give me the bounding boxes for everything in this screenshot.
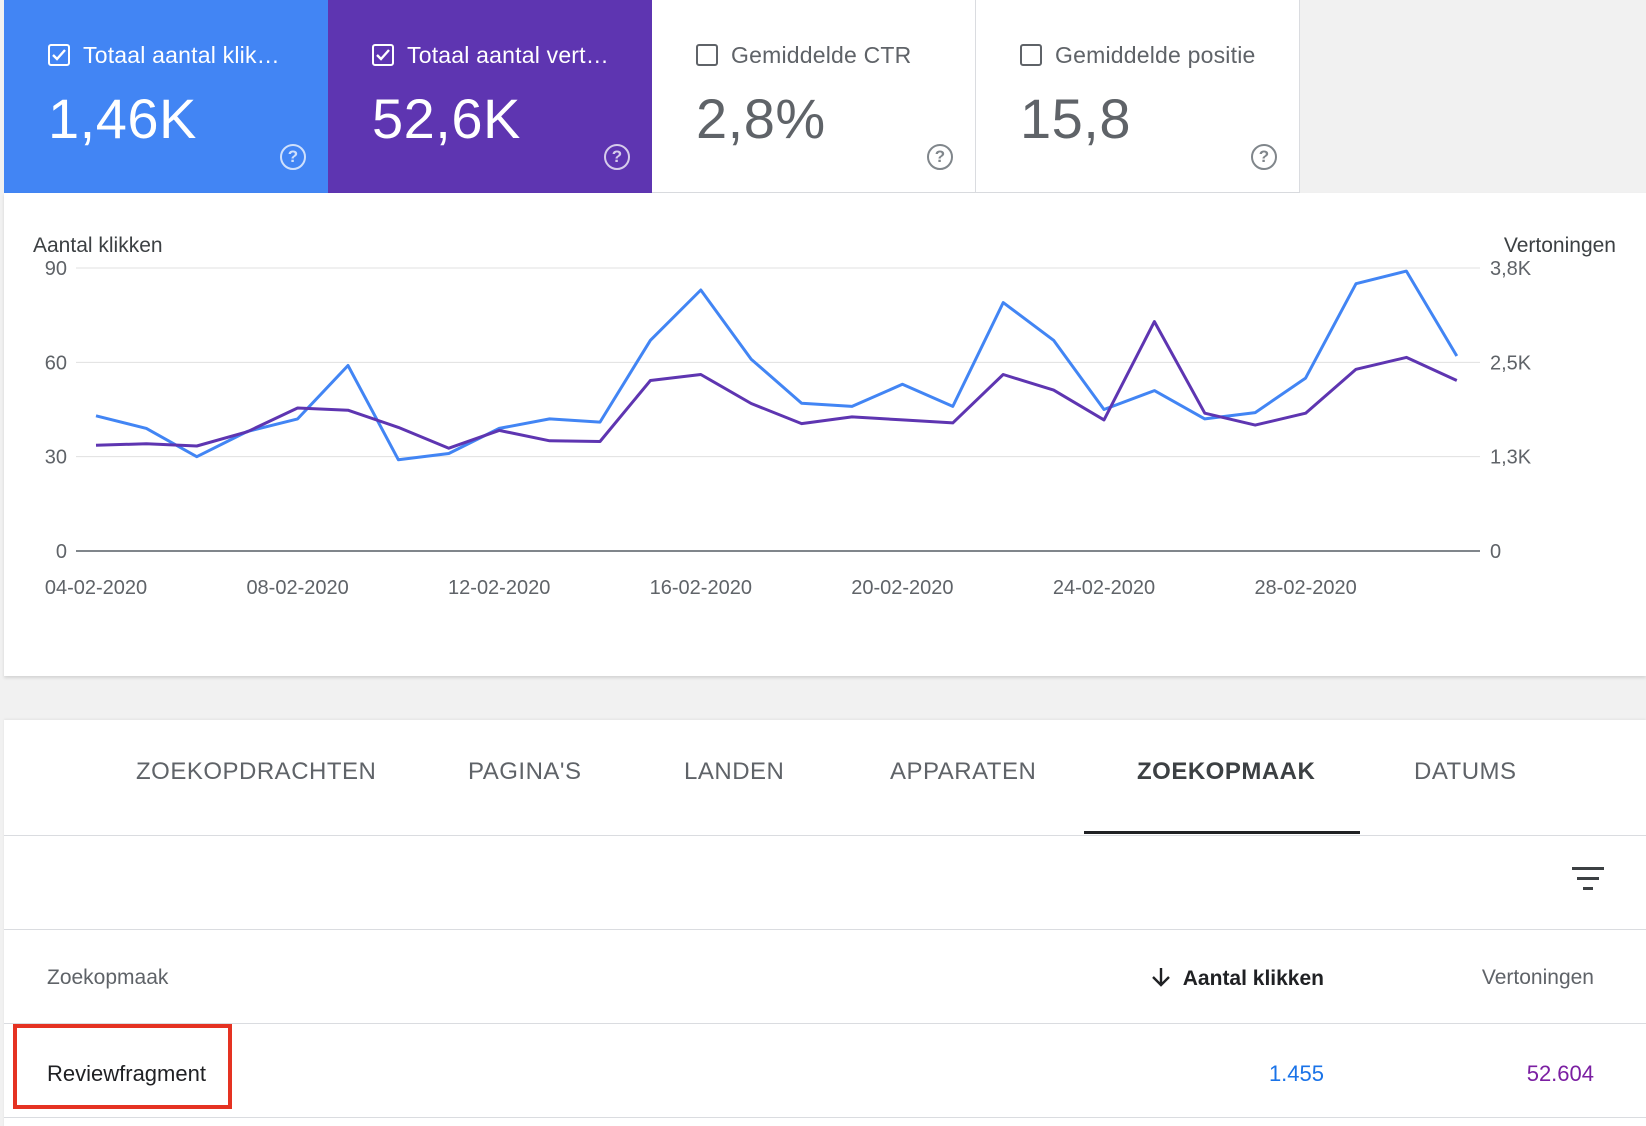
- left-y-tick-label: 30: [45, 447, 67, 469]
- metric-label: Totaal aantal klik…: [83, 42, 280, 68]
- row-clicks: 1.455: [1268, 1061, 1324, 1086]
- help-icon[interactable]: ?: [927, 144, 953, 170]
- metric-cards: Totaal aantal klik… 1,46K ? Totaal aanta…: [4, 0, 1300, 193]
- performance-chart: Aantal klikken Vertoningen 90 3,8K 60 2,5K 3…: [4, 193, 1646, 676]
- series-line-clicks: [95, 269, 1459, 462]
- checkbox-checked-icon[interactable]: [372, 44, 394, 66]
- metric-value: 2,8%: [696, 87, 826, 150]
- right-y-tick-label: 1,3K: [1490, 447, 1532, 469]
- metric-card-ctr[interactable]: Gemiddelde CTR 2,8% ?: [652, 0, 976, 193]
- tab-datums[interactable]: DATUMS: [1414, 758, 1517, 785]
- dimension-tabs: ZOEKOPDRACHTEN PAGINA'S LANDEN APPARATEN…: [4, 720, 1646, 836]
- x-tick-label: 28-02-2020: [1254, 577, 1356, 599]
- column-header-clicks[interactable]: Aantal klikken: [1151, 966, 1324, 991]
- help-icon[interactable]: ?: [280, 144, 306, 170]
- x-tick-label: 12-02-2020: [448, 577, 550, 599]
- chart-svg[interactable]: Aantal klikken Vertoningen 90 3,8K 60 2,5K 3…: [4, 193, 1646, 676]
- tab-landen[interactable]: LANDEN: [684, 758, 785, 785]
- table-row[interactable]: Reviewfragment 1.455 52.604: [4, 1025, 1646, 1118]
- left-y-tick-label: 90: [45, 258, 67, 280]
- metric-label: Gemiddelde CTR: [731, 42, 912, 68]
- table-toolbar: [4, 837, 1646, 930]
- metric-card-clicks[interactable]: Totaal aantal klik… 1,46K ?: [4, 0, 328, 193]
- left-axis-title: Aantal klikken: [33, 234, 163, 257]
- highlight-annotation-box: [13, 1024, 232, 1109]
- active-tab-indicator: [1084, 831, 1360, 834]
- x-tick-label: 24-02-2020: [1053, 577, 1155, 599]
- help-icon[interactable]: ?: [604, 144, 630, 170]
- row-impressions: 52.604: [1526, 1061, 1594, 1086]
- checkbox-unchecked-icon[interactable]: [1020, 44, 1042, 66]
- metric-card-impressions[interactable]: Totaal aantal vert… 52,6K ?: [328, 0, 652, 193]
- arrow-down-icon: [1151, 968, 1170, 987]
- help-icon[interactable]: ?: [1251, 144, 1277, 170]
- tab-zoekopmaak[interactable]: ZOEKOPMAAK: [1137, 758, 1316, 785]
- checkbox-checked-icon[interactable]: [48, 44, 70, 66]
- right-y-tick-label: 0: [1490, 541, 1501, 563]
- x-tick-label: 04-02-2020: [45, 577, 147, 599]
- tab-apparaten[interactable]: APPARATEN: [890, 758, 1037, 785]
- right-y-tick-label: 2,5K: [1490, 352, 1532, 374]
- report-table-panel: ZOEKOPDRACHTEN PAGINA'S LANDEN APPARATEN…: [4, 720, 1646, 1126]
- x-tick-label: 20-02-2020: [851, 577, 953, 599]
- x-tick-label: 08-02-2020: [246, 577, 348, 599]
- x-tick-label: 16-02-2020: [650, 577, 752, 599]
- right-axis-title: Vertoningen: [1504, 234, 1616, 257]
- column-header-zoekopmaak: Zoekopmaak: [47, 966, 169, 989]
- column-header-clicks-label: Aantal klikken: [1182, 967, 1324, 990]
- metric-label: Totaal aantal vert…: [407, 42, 609, 68]
- metric-value: 1,46K: [48, 87, 197, 150]
- checkbox-unchecked-icon[interactable]: [696, 44, 718, 66]
- tab-paginas[interactable]: PAGINA'S: [468, 758, 582, 785]
- metric-value: 52,6K: [372, 87, 521, 150]
- series-line-impressions: [95, 320, 1458, 450]
- metric-label: Gemiddelde positie: [1055, 42, 1256, 68]
- right-y-tick-label: 3,8K: [1490, 258, 1532, 280]
- row-zoekopmaak: Reviewfragment: [47, 1061, 206, 1086]
- column-header-impressions[interactable]: Vertoningen: [1481, 966, 1594, 989]
- filter-icon[interactable]: [1570, 867, 1606, 897]
- tab-zoekopdrachten[interactable]: ZOEKOPDRACHTEN: [136, 758, 377, 785]
- metric-card-position[interactable]: Gemiddelde positie 15,8 ?: [976, 0, 1300, 193]
- table-header: Zoekopmaak Aantal klikken Vertoningen: [4, 931, 1646, 1024]
- left-y-tick-label: 60: [45, 352, 67, 374]
- metric-value: 15,8: [1020, 87, 1131, 150]
- left-y-tick-label: 0: [56, 541, 67, 563]
